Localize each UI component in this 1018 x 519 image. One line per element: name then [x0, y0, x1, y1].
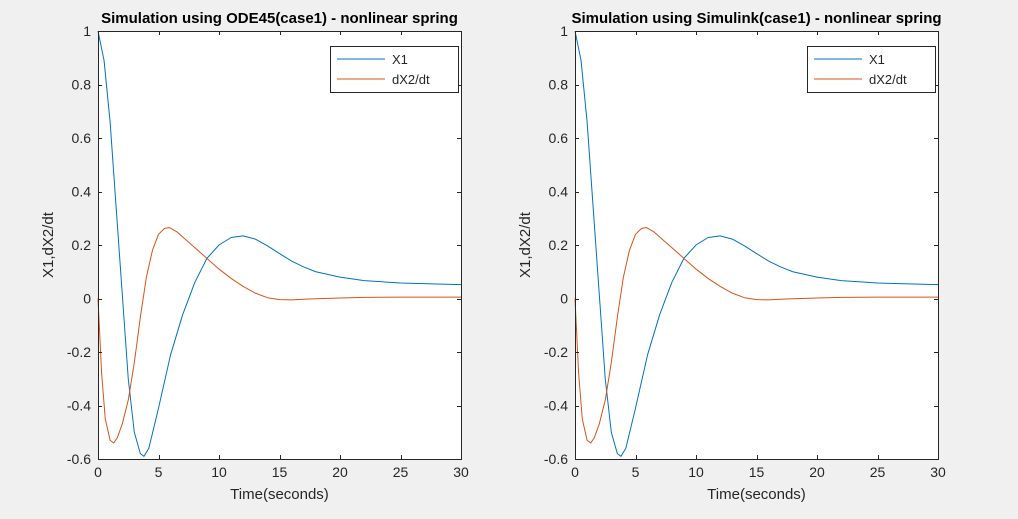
x-tick-label: 0 [94, 464, 102, 480]
y-axis-label: X1,dX2/dt [40, 211, 57, 278]
x-tick-label: 30 [453, 464, 469, 480]
y-tick-label: 0 [560, 291, 568, 307]
y-tick-label: 0.2 [72, 237, 92, 253]
legend: X1 dX2/dt [330, 46, 459, 93]
x-tick-label: 0 [571, 464, 579, 480]
y-tick-label: -0.4 [544, 398, 568, 414]
chart-title: Simulation using Simulink(case1) - nonli… [571, 10, 941, 27]
x-tick-label: 15 [749, 464, 765, 480]
y-tick-label: 0.4 [549, 184, 569, 200]
legend: X1 dX2/dt [807, 46, 936, 93]
legend-label-x1: X1 [392, 52, 408, 67]
y-tick-label: -0.2 [544, 344, 568, 360]
legend-label-dx2-dt: dX2/dt [392, 72, 430, 87]
series-line-dx2-dt [574, 227, 938, 444]
series-line-dx2-dt [97, 227, 461, 444]
x-tick-label: 25 [393, 464, 409, 480]
x-tick-label: 15 [272, 464, 288, 480]
y-tick-label: 0.8 [72, 77, 92, 93]
x-tick-label: 10 [688, 464, 704, 480]
x-axis-label: Time(seconds) [707, 486, 806, 503]
y-tick-label: 0.6 [72, 130, 92, 146]
y-tick-label: 1 [560, 23, 568, 39]
legend-box [330, 46, 459, 93]
y-tick-label: 0 [83, 291, 91, 307]
chart-title: Simulation using ODE45(case1) - nonlinea… [101, 10, 458, 27]
y-tick-label: 0.6 [549, 130, 569, 146]
y-tick-label: -0.4 [67, 398, 91, 414]
x-tick-label: 30 [930, 464, 946, 480]
chart-1: 0 5 10 15 20 25 30 -0.6 -0.4 -0.2 0 0.2 0.4 0.6 0.8 1 Si… [40, 10, 469, 503]
x-tick-label: 20 [809, 464, 825, 480]
y-tick-label: 0.8 [549, 77, 569, 93]
y-tick-label: 0.4 [72, 184, 92, 200]
plot-area [575, 31, 938, 459]
x-tick-label: 20 [332, 464, 348, 480]
y-tick-label: -0.6 [544, 451, 568, 467]
chart-2: 0 5 10 15 20 25 30 -0.6 -0.4 -0.2 0 0.2 0.4 0.6 0.8 1Si… [517, 10, 946, 503]
x-tick-label: 10 [211, 464, 227, 480]
y-tick-label: -0.6 [67, 451, 91, 467]
x-axis-label: Time(seconds) [230, 486, 329, 503]
y-axis-label: X1,dX2/dt [517, 211, 534, 278]
y-tick-label: -0.2 [67, 344, 91, 360]
x-tick-label: 25 [870, 464, 886, 480]
x-tick-label: 5 [632, 464, 640, 480]
y-tick-label: 1 [83, 23, 91, 39]
plot-area [98, 31, 461, 459]
legend-label-x1: X1 [869, 52, 885, 67]
y-tick-label: 0.2 [549, 237, 569, 253]
legend-label-dx2-dt: dX2/dt [869, 72, 907, 87]
x-tick-label: 5 [155, 464, 163, 480]
legend-box [807, 46, 936, 93]
